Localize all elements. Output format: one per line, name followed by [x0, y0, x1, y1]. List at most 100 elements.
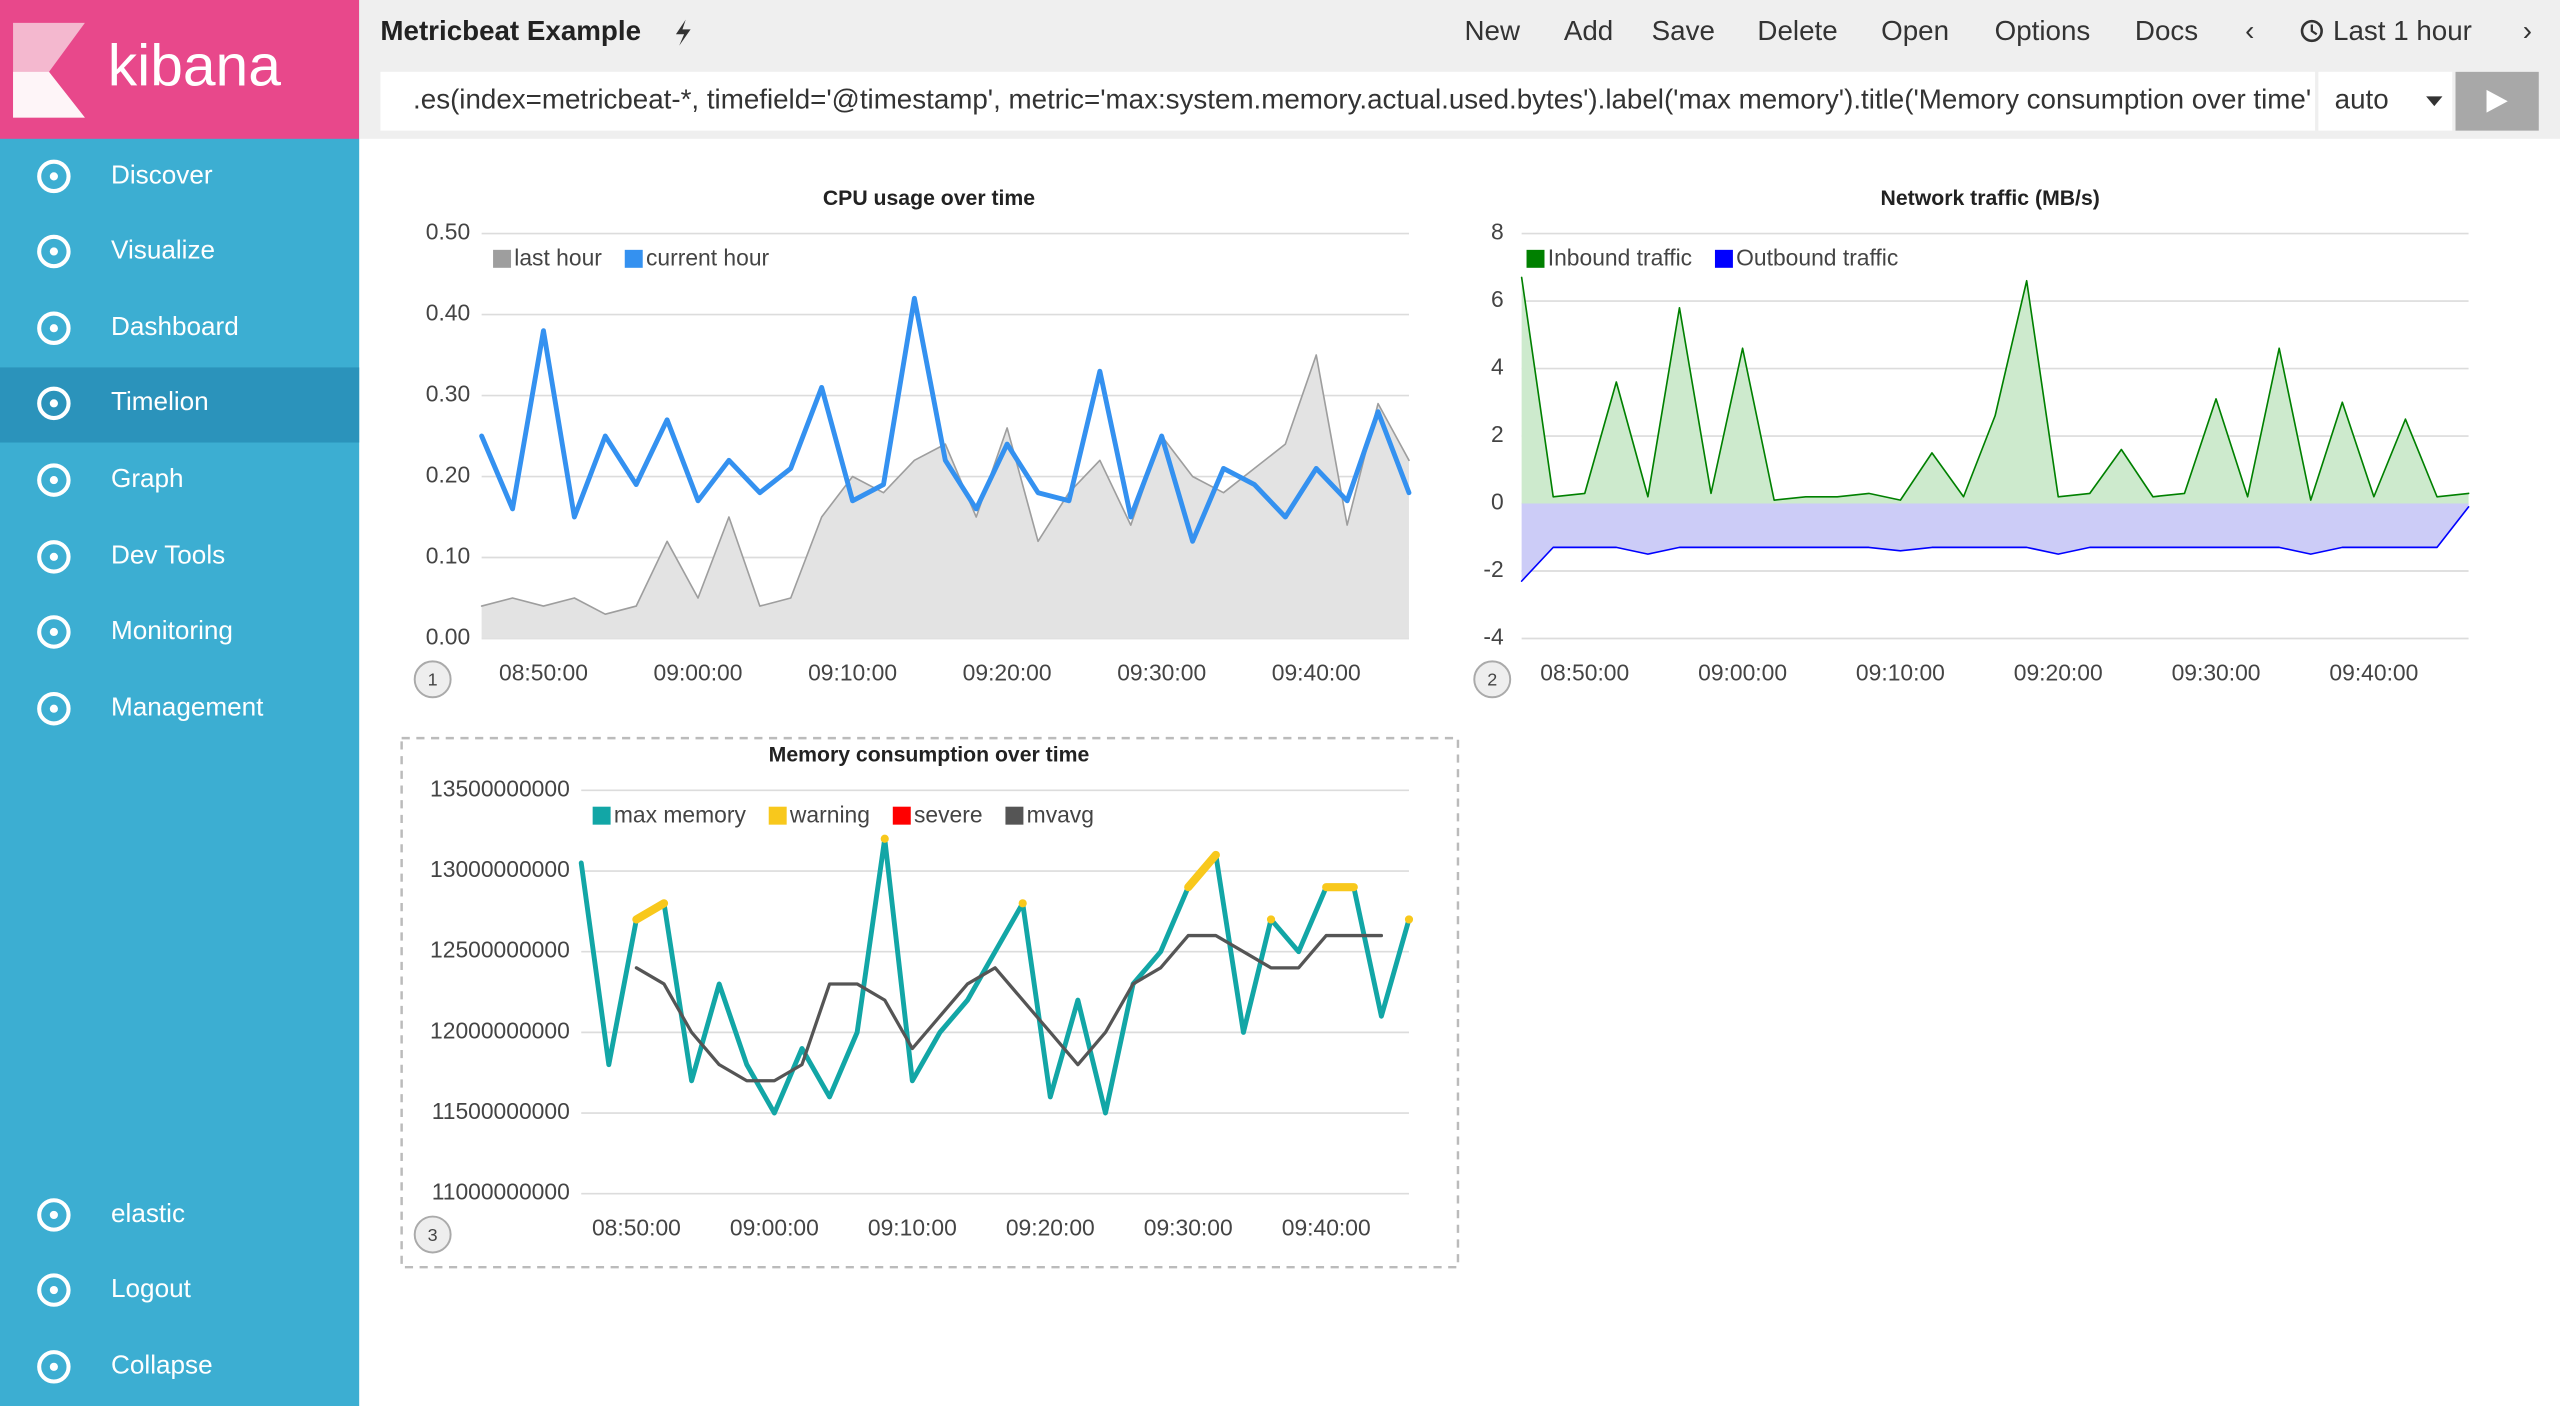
chart-title: Memory consumption over time — [769, 744, 1090, 767]
nav-footer-item[interactable]: Collapse — [111, 1350, 213, 1380]
interval-select[interactable] — [2318, 71, 2453, 131]
clock-icon — [2300, 19, 2323, 43]
nav-icon — [37, 311, 71, 345]
menu-item[interactable]: Open — [1881, 15, 1949, 46]
nav-item[interactable]: Management — [111, 692, 264, 722]
legend-swatch — [1005, 806, 1024, 825]
nav-icon — [37, 615, 71, 649]
menu-item[interactable]: Save — [1652, 15, 1715, 46]
y-tick-label: 11000000000 — [432, 1179, 570, 1205]
line — [632, 834, 1414, 924]
x-tick-label: 08:50:00 — [592, 1215, 681, 1241]
y-tick-label: -2 — [1483, 556, 1503, 582]
y-tick-label: 4 — [1491, 354, 1504, 380]
x-tick-label: 09:00:00 — [730, 1215, 819, 1241]
play-icon — [2486, 89, 2508, 113]
menu-item[interactable]: Delete — [1757, 15, 1837, 46]
x-tick-label: 09:20:00 — [1006, 1215, 1095, 1241]
y-tick-label: 0.10 — [426, 543, 470, 569]
y-tick-label: -4 — [1483, 624, 1504, 650]
x-tick-label: 09:10:00 — [868, 1215, 957, 1241]
x-tick-label: 09:40:00 — [2329, 659, 2418, 685]
nav-item[interactable]: Monitoring — [111, 615, 233, 645]
nav-icon-dot — [49, 1285, 58, 1295]
legend-label[interactable]: last hour — [514, 245, 602, 271]
chart: Network traffic (MB/s) -4 -2 0 2 4 6 8 08:50:00 0… — [1473, 187, 2470, 699]
chart: CPU usage over time 0.00 0.10 0.20 0.30 0.40 0… — [413, 187, 1412, 699]
panel-badge — [413, 660, 452, 699]
nav-footer-item[interactable]: Logout — [111, 1273, 192, 1303]
x-tick-label: 09:30:00 — [1144, 1215, 1233, 1241]
nav-footer-item[interactable]: elastic — [111, 1198, 185, 1228]
y-tick-label: 13000000000 — [430, 856, 570, 882]
nav-item[interactable]: Timelion — [111, 386, 209, 416]
x-tick-label: 09:20:00 — [2014, 659, 2103, 685]
next-button[interactable]: › — [2523, 15, 2532, 46]
y-tick-label: 0.30 — [426, 381, 470, 407]
legend-label[interactable]: mvavg — [1027, 802, 1094, 828]
line — [480, 354, 1410, 616]
panel-number: 2 — [1487, 670, 1497, 690]
legend-swatch — [493, 249, 512, 268]
time-picker[interactable]: Last 1 hour — [2333, 15, 2472, 46]
legend-label[interactable]: warning — [789, 802, 870, 828]
nav-icon-dot — [49, 172, 58, 181]
bolt-icon — [675, 19, 691, 46]
expression[interactable]: .es(index=metricbeat-*, timefield='@time… — [413, 84, 2320, 115]
menu-item[interactable]: Docs — [2135, 15, 2198, 46]
nav-item[interactable]: Dev Tools — [111, 540, 225, 570]
panel-badge — [1473, 660, 1512, 699]
menu: New Add Save Delete Open Options Docs — [1464, 15, 2198, 46]
brand: kibana — [108, 34, 281, 99]
nav-icon — [37, 386, 71, 421]
legend-label[interactable]: Inbound traffic — [1548, 245, 1692, 271]
line — [578, 836, 1412, 1116]
area — [481, 355, 1409, 639]
interval[interactable]: auto — [2335, 84, 2389, 115]
nav-icon-dot — [49, 324, 58, 333]
panel-badge — [413, 1215, 452, 1254]
x-tick-label: 09:40:00 — [1272, 659, 1361, 685]
y-tick-label: 0.20 — [426, 462, 470, 488]
legend-swatch — [624, 249, 643, 268]
x-tick-label: 09:30:00 — [2172, 659, 2261, 685]
panel-number: 3 — [428, 1225, 438, 1245]
y-tick-label: 11500000000 — [432, 1098, 570, 1124]
sidebar — [0, 0, 360, 1406]
nav: Discover Visualize Dashboard Timelion Graph D… — [37, 159, 264, 1384]
nav-item[interactable]: Graph — [111, 463, 184, 493]
nav-icon — [37, 540, 71, 574]
menu-item[interactable]: Add — [1564, 15, 1613, 46]
legend-swatch — [1526, 249, 1545, 268]
x-tick-label: 09:40:00 — [1282, 1215, 1371, 1241]
nav-icon-dot — [49, 399, 58, 408]
y-tick-label: 13500000000 — [430, 775, 570, 801]
line — [1520, 276, 2470, 501]
legend-label[interactable]: Outbound traffic — [1736, 245, 1898, 271]
nav-icon — [37, 691, 71, 726]
area — [1521, 277, 2469, 504]
menu-item[interactable]: New — [1464, 15, 1520, 46]
prev-button[interactable]: ‹ — [2245, 15, 2254, 46]
legend-label[interactable]: max memory — [614, 802, 747, 828]
y-tick-label: 0 — [1491, 489, 1504, 515]
nav-item[interactable]: Visualize — [111, 234, 215, 264]
legend-swatch — [592, 806, 611, 825]
y-tick-label: 12000000000 — [430, 1017, 570, 1043]
menu-item[interactable]: Options — [1995, 15, 2091, 46]
nav-item[interactable]: Dashboard — [111, 311, 239, 341]
nav-icon — [37, 159, 71, 194]
expression-input[interactable] — [380, 71, 2316, 131]
logo-part — [13, 71, 85, 118]
active-item — [0, 367, 360, 443]
legend-label[interactable]: current hour — [646, 245, 770, 271]
chart-title: CPU usage over time — [823, 187, 1035, 210]
nav-item[interactable]: Discover — [111, 159, 213, 189]
nav-icon-dot — [49, 1210, 58, 1220]
legend-label[interactable]: severe — [914, 802, 983, 828]
y-tick-label: 0.40 — [426, 300, 470, 326]
nav-icon-dot — [49, 627, 58, 637]
nav-icon-dot — [49, 476, 58, 485]
x-tick-label: 09:20:00 — [963, 659, 1052, 685]
line — [634, 933, 1384, 1083]
